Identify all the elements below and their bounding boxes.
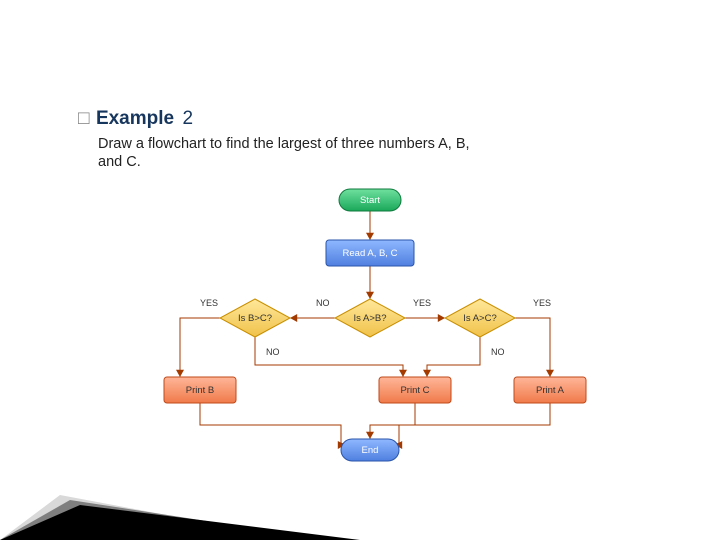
decor-tri-3 <box>0 505 360 540</box>
decor-tri-2 <box>0 500 330 540</box>
node-end <box>341 439 399 461</box>
node-isAB <box>335 299 405 337</box>
edge-9 <box>370 403 415 439</box>
node-isAC <box>445 299 515 337</box>
flowchart: NOYESYESNONOYES StartRead A, B, CIs A>B?… <box>145 180 595 470</box>
edge-8 <box>200 403 345 445</box>
edge-7 <box>515 318 550 377</box>
edge-5 <box>255 337 403 377</box>
edge-5-label: NO <box>266 347 280 357</box>
heading-title: Example <box>96 108 174 129</box>
edge-3-label: YES <box>413 298 431 308</box>
problem-line-2: and C. <box>98 153 470 171</box>
edge-4 <box>180 318 220 377</box>
edge-7-label: YES <box>533 298 551 308</box>
decor-tri-1 <box>0 495 300 540</box>
node-printB <box>164 377 236 403</box>
heading-bullet: □ <box>78 108 89 130</box>
edge-10 <box>395 403 550 445</box>
problem-line-1: Draw a flowchart to find the largest of … <box>98 135 470 153</box>
heading-number: 2 <box>183 108 194 129</box>
node-isBC <box>220 299 290 337</box>
node-printA <box>514 377 586 403</box>
edge-2-label: NO <box>316 298 330 308</box>
heading: □ Example 2 <box>78 108 193 130</box>
node-read <box>326 240 414 266</box>
edge-6-label: NO <box>491 347 505 357</box>
edge-6 <box>427 337 480 377</box>
edge-4-label: YES <box>200 298 218 308</box>
node-printC <box>379 377 451 403</box>
node-start <box>339 189 401 211</box>
problem-statement: Draw a flowchart to find the largest of … <box>98 135 470 171</box>
